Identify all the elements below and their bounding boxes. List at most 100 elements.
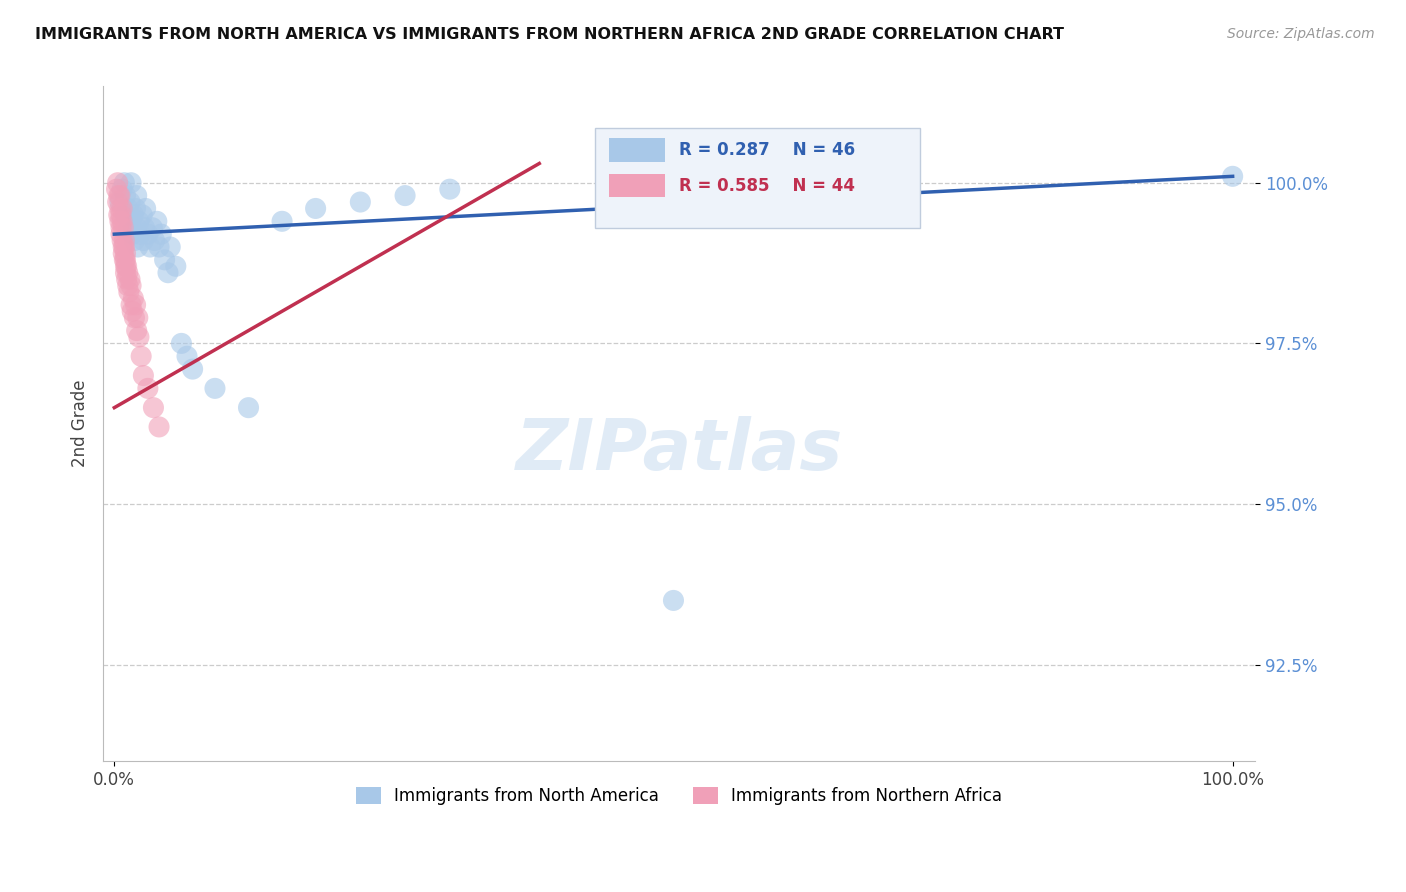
Point: [108, 194, 131, 209]
Point: [128, 330, 150, 344]
Point: [129, 227, 152, 242]
Point: [271, 214, 294, 228]
Point: [121, 227, 143, 242]
Point: [111, 214, 134, 228]
Legend: Immigrants from North America, Immigrants from Northern Africa: Immigrants from North America, Immigrant…: [347, 779, 1011, 814]
Point: [1222, 169, 1244, 184]
Point: [107, 194, 129, 209]
Point: [120, 214, 142, 228]
Point: [110, 208, 132, 222]
Point: [150, 227, 173, 242]
Point: [132, 234, 155, 248]
Text: ZIPatlas: ZIPatlas: [516, 417, 842, 485]
Point: [112, 220, 135, 235]
Point: [121, 304, 143, 318]
Point: [105, 182, 128, 196]
Text: R = 0.287    N = 46: R = 0.287 N = 46: [679, 141, 855, 160]
Point: [115, 272, 138, 286]
Point: [124, 234, 146, 248]
Point: [118, 194, 141, 209]
Point: [108, 214, 131, 228]
Point: [118, 220, 141, 235]
Point: [135, 202, 157, 216]
Point: [136, 227, 159, 242]
FancyBboxPatch shape: [609, 138, 665, 161]
Point: [125, 220, 148, 235]
Point: [304, 202, 326, 216]
Point: [238, 401, 260, 415]
Point: [146, 214, 169, 228]
Point: [110, 227, 132, 242]
Point: [153, 252, 176, 267]
Point: [118, 272, 141, 286]
Point: [115, 260, 138, 274]
Point: [122, 208, 145, 222]
Point: [129, 349, 152, 363]
Point: [139, 240, 162, 254]
Point: [107, 188, 129, 202]
Point: [125, 324, 148, 338]
Point: [114, 260, 136, 274]
Point: [117, 278, 139, 293]
Point: [120, 278, 142, 293]
Text: IMMIGRANTS FROM NORTH AMERICA VS IMMIGRANTS FROM NORTHERN AFRICA 2ND GRADE CORRE: IMMIGRANTS FROM NORTH AMERICA VS IMMIGRA…: [35, 27, 1064, 42]
Text: Source: ZipAtlas.com: Source: ZipAtlas.com: [1227, 27, 1375, 41]
Point: [136, 381, 159, 395]
Point: [117, 266, 139, 280]
Point: [148, 420, 170, 434]
Point: [112, 240, 135, 254]
Point: [107, 176, 129, 190]
Point: [134, 220, 156, 235]
Point: [156, 266, 179, 280]
Point: [111, 182, 134, 196]
Point: [120, 298, 142, 312]
Point: [394, 188, 416, 202]
Point: [114, 266, 136, 280]
Y-axis label: 2nd Grade: 2nd Grade: [72, 380, 89, 467]
Point: [120, 176, 142, 190]
Point: [439, 182, 461, 196]
Point: [112, 252, 135, 267]
Point: [124, 298, 146, 312]
Point: [114, 188, 136, 202]
Point: [131, 208, 153, 222]
FancyBboxPatch shape: [595, 128, 920, 227]
Point: [181, 362, 204, 376]
Point: [124, 310, 146, 325]
Point: [125, 188, 148, 202]
Point: [114, 208, 136, 222]
Point: [111, 202, 134, 216]
Point: [143, 234, 166, 248]
FancyBboxPatch shape: [609, 174, 665, 197]
Point: [114, 252, 136, 267]
Point: [111, 234, 134, 248]
Point: [159, 240, 181, 254]
Point: [117, 202, 139, 216]
Point: [148, 240, 170, 254]
Point: [141, 220, 163, 235]
Point: [112, 234, 135, 248]
Point: [142, 401, 165, 415]
Point: [108, 188, 131, 202]
Point: [107, 208, 129, 222]
Point: [114, 246, 136, 260]
Point: [127, 240, 149, 254]
Point: [349, 194, 371, 209]
Point: [132, 368, 155, 383]
Point: [122, 292, 145, 306]
Point: [176, 349, 198, 363]
Point: [204, 381, 226, 395]
Point: [662, 593, 685, 607]
Point: [170, 336, 193, 351]
Point: [124, 202, 146, 216]
Point: [112, 176, 135, 190]
Point: [112, 246, 135, 260]
Point: [118, 285, 141, 299]
Point: [127, 310, 149, 325]
Text: R = 0.585    N = 44: R = 0.585 N = 44: [679, 177, 855, 194]
Point: [165, 260, 187, 274]
Point: [108, 202, 131, 216]
Point: [112, 240, 135, 254]
Point: [128, 214, 150, 228]
Point: [110, 220, 132, 235]
